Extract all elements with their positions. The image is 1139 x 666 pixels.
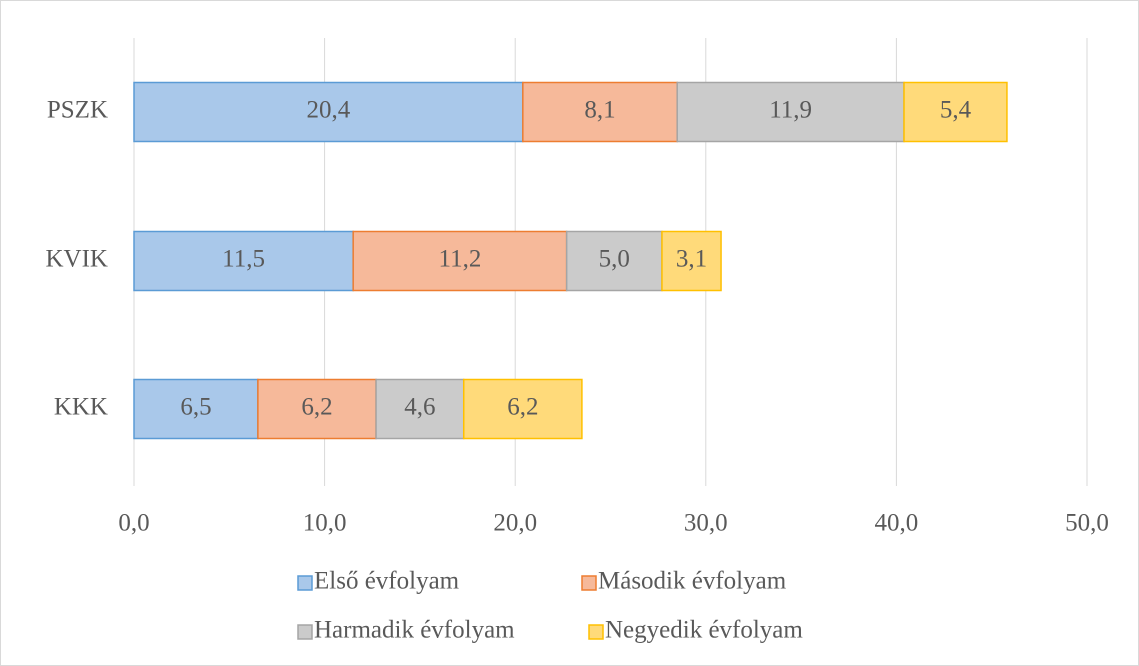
data-label: 6,2	[301, 394, 332, 421]
x-tick-label: 30,0	[684, 510, 728, 537]
bar-segment	[375, 378, 465, 440]
data-label: 20,4	[307, 97, 351, 124]
data-label: 11,5	[222, 246, 265, 273]
data-label: 11,9	[769, 97, 812, 124]
legend-label: Negyedik évfolyam	[605, 617, 803, 644]
x-tick-label: 0,0	[118, 510, 149, 537]
bar-segment	[661, 230, 722, 292]
legend-swatch	[581, 575, 597, 591]
x-tick-label: 20,0	[493, 510, 537, 537]
bar-segment	[133, 230, 354, 292]
legend-label: Második évfolyam	[598, 568, 787, 595]
bar-segment	[257, 378, 377, 440]
bar-segment	[462, 378, 583, 440]
data-label: 4,6	[404, 394, 435, 421]
x-tick-label: 50,0	[1065, 510, 1109, 537]
data-label: 6,2	[507, 394, 538, 421]
data-label: 5,4	[940, 97, 972, 124]
bar-segment	[565, 230, 663, 292]
data-label: 3,1	[676, 246, 707, 273]
x-tick-label: 40,0	[875, 510, 919, 537]
data-label: 6,5	[180, 394, 211, 421]
x-tick-label: 10,0	[303, 510, 347, 537]
legend-label: Első évfolyam	[314, 568, 460, 595]
y-tick-label: PSZK	[47, 97, 108, 124]
data-label: 11,2	[439, 246, 482, 273]
legend-swatch	[588, 624, 604, 640]
bar-segment	[133, 378, 259, 440]
data-label: 5,0	[599, 246, 630, 273]
legend-swatch	[297, 575, 313, 591]
bar-segment	[903, 81, 1008, 143]
y-tick-label: KKK	[54, 394, 108, 421]
bar-segment	[676, 81, 905, 143]
legend-swatch	[297, 624, 313, 640]
legend-label: Harmadik évfolyam	[314, 617, 515, 644]
data-label: 8,1	[584, 97, 615, 124]
bar-segment	[352, 230, 568, 292]
y-tick-label: KVIK	[46, 246, 109, 273]
